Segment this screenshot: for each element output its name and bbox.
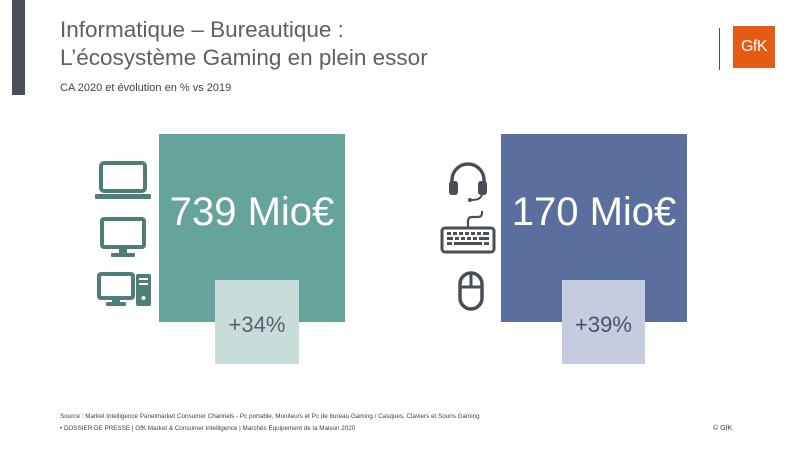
monitor-icon [100,217,146,257]
gaming-pc-growth-value: +34% [228,312,286,337]
gaming-accessories-revenue-box: 170 Mio€ [501,134,687,322]
gaming-pc-growth-box: +34% [215,280,299,364]
mouse-icon [458,271,484,311]
desktop-pc-icon [97,272,151,306]
gfk-logo: GfK [733,26,775,68]
gaming-accessories-revenue-value: 170 Mio€ [511,189,677,234]
gaming-pc-revenue-value: 739 Mio€ [169,189,335,234]
slide-subtitle: CA 2020 et évolution en % vs 2019 [60,82,232,94]
title-line-1: Informatique – Bureautique : [60,17,344,42]
laptop-icon [95,161,151,199]
slide-title: Informatique – Bureautique : L’écosystèm… [60,16,428,72]
keyboard-icon [440,211,496,254]
headset-icon [449,162,487,202]
footer-press: • DOSSIER DE PRESSE | GfK Market & Consu… [60,425,356,432]
footer-source: Source : Market Intelligence Panelmarket… [60,413,480,420]
gaming-accessories-growth-value: +39% [575,312,632,337]
accent-bar [12,0,25,95]
logo-text: GfK [740,38,768,55]
title-line-2: L’écosystème Gaming en plein essor [60,45,428,70]
gaming-accessories-growth-box: +39% [562,280,645,364]
footer-copyright: © GfK [713,425,733,432]
logo-divider [719,28,720,70]
